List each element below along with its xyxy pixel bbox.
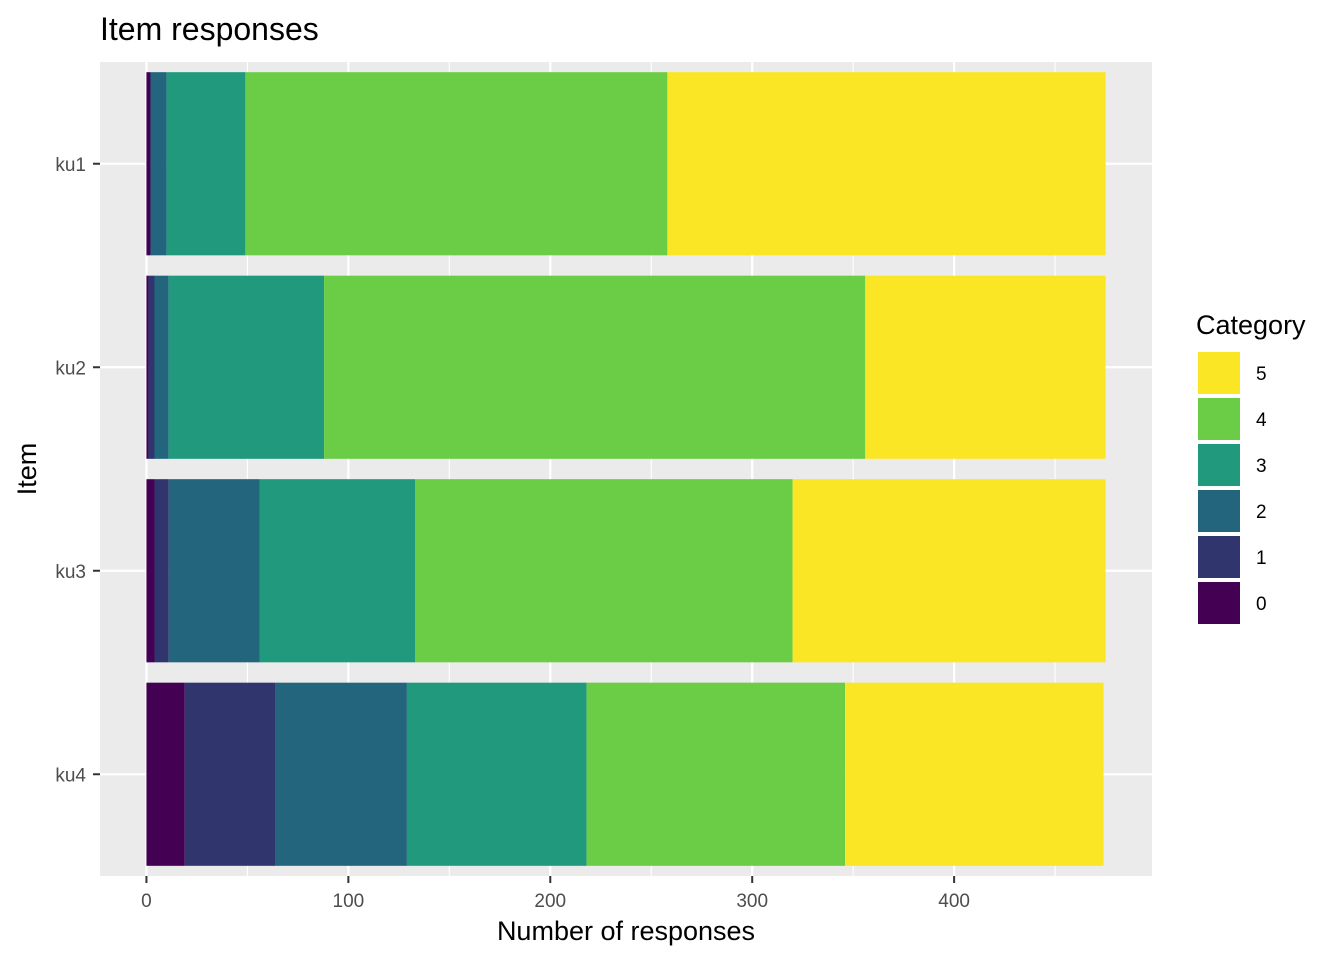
bar-ku2-category-4 (324, 275, 866, 459)
legend-label-1: 1 (1256, 548, 1267, 569)
bar-ku2-category-5 (865, 275, 1106, 459)
y-tick-label: ku3 (55, 562, 86, 583)
chart-title: Item responses (100, 11, 319, 47)
stacked-bars (146, 72, 1106, 866)
legend-swatch-1 (1198, 536, 1240, 578)
bar-ku3-category-5 (792, 479, 1106, 663)
bar-ku4-category-5 (845, 682, 1104, 866)
x-tick-label: 0 (141, 891, 152, 912)
bar-ku2-category-2 (154, 275, 169, 459)
bar-ku1-category-0 (146, 72, 151, 256)
x-tick-label: 200 (534, 891, 566, 912)
bar-ku4-category-0 (146, 682, 185, 866)
legend-swatch-2 (1198, 490, 1240, 532)
y-tick-label: ku2 (55, 358, 86, 379)
legend-swatch-0 (1198, 582, 1240, 624)
bar-ku1-category-5 (667, 72, 1106, 256)
bar-ku1-category-3 (166, 72, 246, 256)
x-tick-label: 400 (938, 891, 970, 912)
bar-ku2-category-0 (146, 275, 149, 459)
y-tick-label: ku1 (55, 155, 86, 176)
y-axis: ku1 ku2 ku3 ku4 (55, 155, 100, 786)
x-tick-label: 300 (736, 891, 768, 912)
bar-ku4-category-2 (275, 682, 407, 866)
y-axis-title: Item (12, 443, 42, 496)
bar-ku3-category-3 (259, 479, 415, 663)
y-tick-label: ku4 (55, 765, 86, 786)
legend-label-3: 3 (1256, 456, 1267, 477)
bar-ku4-category-3 (406, 682, 587, 866)
legend-title: Category (1196, 310, 1306, 340)
legend-swatch-4 (1198, 398, 1240, 440)
legend-label-5: 5 (1256, 364, 1267, 385)
bar-ku2-category-3 (168, 275, 325, 459)
legend-label-0: 0 (1256, 594, 1267, 615)
bar-ku1-category-2 (150, 72, 167, 256)
x-axis-title: Number of responses (497, 916, 755, 946)
legend-label-4: 4 (1256, 410, 1267, 431)
bar-ku3-category-2 (168, 479, 260, 663)
legend-swatch-5 (1198, 352, 1240, 394)
bar-ku4-category-4 (586, 682, 846, 866)
bar-ku3-category-0 (146, 479, 155, 663)
x-axis: 0 100 200 300 400 (141, 876, 970, 912)
bar-ku2-category-1 (148, 275, 155, 459)
bar-ku4-category-1 (184, 682, 276, 866)
legend-swatch-3 (1198, 444, 1240, 486)
legend-label-2: 2 (1256, 502, 1267, 523)
bar-ku3-category-4 (414, 479, 793, 663)
bar-ku3-category-1 (154, 479, 169, 663)
legend: Category 5 4 3 2 1 0 (1196, 310, 1306, 624)
x-tick-label: 100 (333, 891, 365, 912)
bar-ku1-category-4 (245, 72, 668, 256)
